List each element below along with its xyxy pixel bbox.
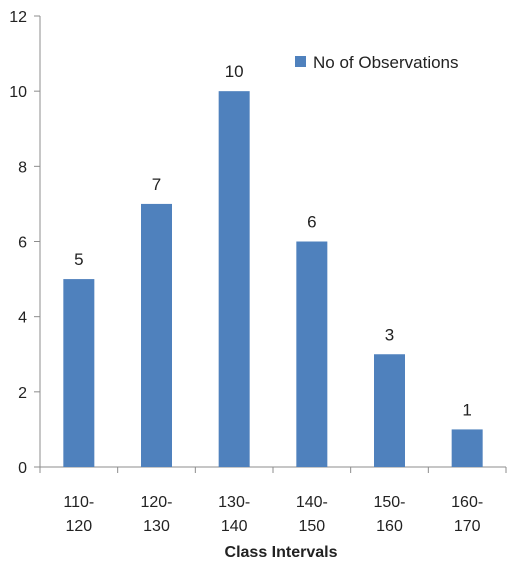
x-tick-label: 160-: [451, 494, 483, 511]
x-tick-label: 110-: [63, 494, 94, 511]
x-tick-label: 120-: [140, 494, 172, 511]
bars: [63, 91, 483, 468]
y-tick-label: 6: [18, 235, 27, 252]
bar: [63, 279, 95, 467]
x-tick-label: 140-: [296, 494, 328, 511]
data-label: 3: [385, 325, 394, 344]
bar: [141, 203, 172, 467]
x-tick-label: 170: [454, 518, 481, 535]
legend-label: No of Observations: [313, 53, 459, 72]
data-label: 7: [152, 175, 161, 194]
legend-swatch: [295, 56, 306, 67]
y-tick-label: 12: [9, 9, 27, 26]
x-tick-label: 130-: [218, 494, 250, 511]
x-tick-label: 130: [143, 518, 170, 535]
data-label: 6: [307, 213, 316, 232]
data-label: 5: [74, 250, 83, 269]
x-tick-label: 160: [376, 518, 403, 535]
x-tick-label: 140: [221, 518, 248, 535]
y-tick-label: 4: [18, 310, 27, 327]
legend: No of Observations: [295, 53, 459, 72]
y-tick-label: 0: [18, 460, 27, 477]
y-axis: 0 2 4 6 8 10 12: [9, 9, 41, 477]
bar: [374, 354, 405, 467]
y-tick-label: 2: [18, 385, 27, 402]
data-label: 10: [225, 62, 244, 81]
x-tick-label: 120: [65, 518, 92, 535]
category-labels: 110- 120 120- 130 130- 140 140- 150 150- 160 160- 1…: [63, 494, 483, 535]
x-tick-label: 150: [298, 518, 325, 535]
data-label: 1: [462, 400, 471, 419]
y-tick-label: 8: [18, 159, 27, 176]
x-axis-title: Class Intervals: [225, 544, 338, 561]
x-tick-label: 150-: [373, 494, 405, 511]
data-labels: 5 7 10 6 3 1: [74, 62, 472, 419]
bar: [218, 91, 250, 468]
bar: [296, 241, 328, 467]
bar: [451, 429, 483, 467]
x-axis: [39, 466, 507, 473]
y-tick-label: 10: [9, 84, 27, 101]
